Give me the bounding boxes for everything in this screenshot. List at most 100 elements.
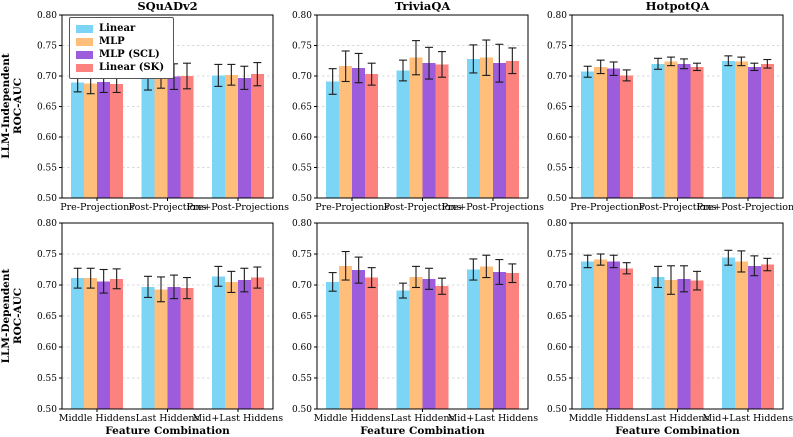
- y-tick-label: 0.70: [292, 72, 312, 82]
- legend-item-linear: Linear: [76, 22, 164, 35]
- y-tick-label: 0.70: [37, 72, 57, 82]
- legend-label: Linear (SK): [99, 62, 165, 73]
- bar-mlp-scl: [747, 265, 761, 409]
- y-tick-label: 0.55: [292, 374, 312, 384]
- bar-linear: [396, 290, 410, 409]
- bar-mlp: [479, 57, 493, 199]
- legend-item-mlp: MLP: [76, 35, 164, 48]
- bar-mlp: [339, 265, 353, 409]
- y-axis-label-line2: ROC-AUC: [12, 77, 24, 135]
- y-tick-label: 0.60: [37, 133, 57, 143]
- bar-linear: [71, 82, 85, 198]
- error-bar-linear-sk: [253, 62, 262, 87]
- y-tick-label: 0.60: [547, 133, 567, 143]
- panel-title: TriviaQA: [395, 0, 452, 13]
- error-bar-mlp: [596, 253, 605, 266]
- bar-linear-sk: [110, 83, 124, 198]
- bar-linear: [651, 276, 665, 409]
- error-bar-mlp-scl: [495, 259, 504, 285]
- y-tick-label: 0.60: [37, 343, 57, 353]
- bar-mlp-scl: [747, 66, 761, 198]
- x-tick-label: Mid+Last Hiddens: [448, 413, 539, 424]
- x-tick-label: Pre-Projections: [60, 202, 134, 213]
- y-tick-label: 0.70: [547, 72, 567, 82]
- bar-mlp: [664, 61, 678, 198]
- error-bar-linear: [469, 258, 478, 281]
- error-bar-mlp-scl: [240, 65, 249, 90]
- y-tick-label: 0.75: [37, 42, 57, 52]
- bar-linear: [141, 76, 155, 198]
- x-axis-label: Feature Combination: [105, 425, 230, 437]
- bar-mlp-scl: [352, 68, 366, 198]
- legend-item-mlp-scl: MLP (SCL): [76, 48, 164, 61]
- y-tick-label: 0.70: [37, 281, 57, 291]
- bar-mlp: [224, 281, 238, 409]
- error-bar-mlp: [667, 265, 675, 295]
- error-bar-mlp-scl: [750, 62, 759, 72]
- bar-mlp-scl: [677, 63, 691, 198]
- bar-linear: [466, 58, 480, 198]
- x-tick-label: Middle Hiddens: [314, 413, 391, 424]
- y-axis-label-line1: LLM-Dependent: [0, 268, 12, 364]
- bar-linear: [141, 286, 155, 409]
- plot-border: [316, 222, 529, 410]
- x-tick-label: Post-Projections: [639, 202, 717, 213]
- bar-mlp-scl: [237, 77, 251, 198]
- x-tick-label: Pre+Post-Projections: [697, 202, 793, 213]
- y-tick-label: 0.65: [292, 312, 312, 322]
- panel-llm-independent-triviaqa: Pre-Projections Post-Projections Pre+Post-…: [281, 0, 544, 215]
- error-bar-mlp: [667, 56, 675, 67]
- bar-mlp-scl: [492, 63, 506, 198]
- panel-llm-independent-squadv2: Pre-Projections Post-Projections Pre+Post-…: [26, 0, 289, 215]
- error-bar-mlp: [157, 276, 165, 303]
- chart-svg: Pre-ProjectionsPost-ProjectionsPre+Post-…: [37, 0, 289, 213]
- error-bar-mlp: [86, 267, 95, 289]
- panel-llm-dependent-hotpotqa: Middle Hiddens Last Hiddens Mid+Last Hidde…: [536, 215, 793, 437]
- bar-linear-sk: [180, 76, 194, 198]
- bar-linear-sk: [365, 74, 379, 198]
- bar-mlp: [154, 289, 168, 409]
- y-tick-label: 0.65: [547, 103, 567, 113]
- bar-linear-sk: [760, 264, 774, 409]
- y-tick-label: 0.80: [547, 11, 567, 21]
- error-bar-linear: [724, 249, 733, 266]
- bar-mlp-scl: [352, 270, 366, 409]
- panel-title: HotpotQA: [646, 0, 711, 13]
- bar-mlp-scl: [492, 271, 506, 409]
- bar-mlp: [734, 61, 748, 198]
- bar-mlp: [664, 280, 678, 409]
- panel-title: SQuADv2: [137, 0, 197, 13]
- error-bar-linear-sk: [622, 262, 631, 275]
- bar-linear: [71, 278, 85, 409]
- x-tick-label: Pre+Post-Projections: [187, 202, 289, 213]
- chart-svg: Pre-ProjectionsPost-ProjectionsPre+Post-…: [547, 0, 793, 213]
- y-tick-label: 0.55: [547, 164, 567, 174]
- error-bar-mlp: [341, 250, 350, 281]
- error-bar-linear: [724, 55, 733, 67]
- error-bar-linear-sk: [112, 268, 121, 290]
- error-bar-linear: [328, 272, 337, 292]
- legend-swatch-mlp-scl: [76, 50, 93, 59]
- bar-mlp-scl: [677, 278, 691, 409]
- bar-linear-sk: [690, 280, 704, 409]
- x-axis-label: Feature Combination: [615, 425, 740, 437]
- y-axis-label-line1: LLM-Independent: [0, 53, 12, 159]
- error-bar-mlp-scl: [680, 58, 688, 70]
- x-tick-label: Pre-Projections: [315, 202, 389, 213]
- error-bar-linear-sk: [253, 266, 262, 289]
- bar-mlp: [409, 57, 423, 199]
- error-bar-linear: [214, 265, 223, 287]
- error-bar-mlp-scl: [680, 265, 688, 293]
- error-bar-linear-sk: [438, 277, 446, 295]
- error-bar-linear: [583, 254, 592, 269]
- y-tick-label: 0.75: [547, 42, 567, 52]
- plot-border: [61, 222, 274, 410]
- x-tick-label: Post-Projections: [129, 202, 207, 213]
- y-tick-label: 0.80: [37, 11, 57, 21]
- x-tick-label: Middle Hiddens: [569, 413, 646, 424]
- bar-mlp: [154, 75, 168, 198]
- error-bar-mlp: [412, 265, 420, 289]
- bar-linear: [326, 81, 340, 198]
- bar-mlp: [339, 66, 353, 199]
